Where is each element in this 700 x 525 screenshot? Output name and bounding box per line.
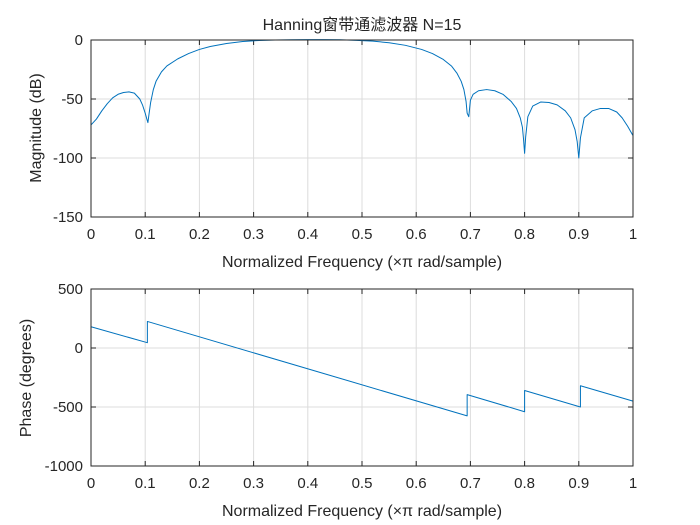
- phase-ticks: 0 0.1 0.2 0.3 0.4 0.5 0.6 0.7 0.8 0.9 1 -1000 -500 0 5…: [45, 281, 638, 492]
- phase-x-tick-label: 1: [629, 475, 637, 492]
- phase-y-tick-label: 500: [58, 281, 83, 298]
- phase-x-tick-label: 0.1: [135, 475, 156, 492]
- magnitude-x-tick-label: 0.9: [568, 226, 589, 243]
- magnitude-y-tick-label: -50: [61, 91, 83, 108]
- phase-axes-frame: [90, 288, 634, 467]
- phase-x-tick-label: 0.7: [460, 475, 481, 492]
- phase-x-tick-label: 0.8: [514, 475, 535, 492]
- chart-title: Hanning窗带通滤波器 N=15: [263, 16, 462, 34]
- phase-x-tick-label: 0.5: [352, 475, 373, 492]
- phase-y-tick-label: -500: [53, 399, 83, 416]
- phase-series: [90, 320, 634, 417]
- magnitude-y-tick-label: -150: [53, 209, 83, 226]
- phase-plot: 0 0.1 0.2 0.3 0.4 0.5 0.6 0.7 0.8 0.9 1 -1000 -500 0 5…: [18, 281, 637, 520]
- magnitude-x-tick-label: 1: [629, 226, 637, 243]
- phase-x-tick-label: 0.3: [243, 475, 264, 492]
- phase-y-tick-label: -1000: [45, 458, 83, 475]
- magnitude-axes-frame: [90, 39, 634, 218]
- phase-x-tick-label: 0.6: [406, 475, 427, 492]
- magnitude-x-tick-label: 0.7: [460, 226, 481, 243]
- magnitude-x-tick-label: 0.3: [243, 226, 264, 243]
- magnitude-ticks: 0 0.1 0.2 0.3 0.4 0.5 0.6 0.7 0.8 0.9 1 -150 -100 -50…: [53, 32, 637, 243]
- magnitude-x-axis-label: Normalized Frequency (×π rad/sample): [222, 254, 502, 271]
- magnitude-x-tick-label: 0.8: [514, 226, 535, 243]
- phase-x-axis-label: Normalized Frequency (×π rad/sample): [222, 503, 502, 520]
- phase-series-line: [90, 320, 634, 417]
- magnitude-y-axis-label: Magnitude (dB): [28, 73, 45, 182]
- phase-x-tick-label: 0.2: [189, 475, 210, 492]
- phase-x-tick-label: 0.4: [297, 475, 318, 492]
- magnitude-x-tick-label: 0.5: [352, 226, 373, 243]
- magnitude-x-tick-label: 0.2: [189, 226, 210, 243]
- magnitude-series: [90, 39, 634, 159]
- magnitude-x-tick-label: 0.1: [135, 226, 156, 243]
- phase-x-tick-label: 0: [87, 475, 95, 492]
- magnitude-x-tick-label: 0: [87, 226, 95, 243]
- magnitude-x-tick-label: 0.4: [297, 226, 318, 243]
- phase-y-axis-label: Phase (degrees): [18, 319, 35, 437]
- magnitude-x-tick-label: 0.6: [406, 226, 427, 243]
- magnitude-y-tick-label: 0: [75, 32, 83, 49]
- phase-y-tick-label: 0: [75, 340, 83, 357]
- magnitude-y-tick-label: -100: [53, 150, 83, 167]
- phase-x-tick-label: 0.9: [568, 475, 589, 492]
- magnitude-plot: 0 0.1 0.2 0.3 0.4 0.5 0.6 0.7 0.8 0.9 1 -150 -100 -50…: [28, 16, 637, 271]
- magnitude-series-line: [90, 39, 634, 159]
